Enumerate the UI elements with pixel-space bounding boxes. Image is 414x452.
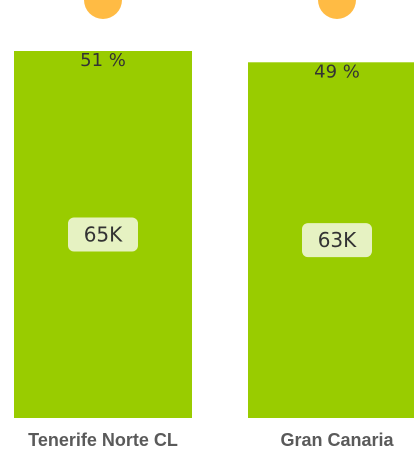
value-labels-layer: 65K 63K <box>68 217 372 258</box>
percent-label: 49 % <box>314 61 360 82</box>
value-label-box <box>68 217 138 252</box>
percent-labels-layer: 51 % 49 % <box>80 50 360 82</box>
category-label: Tenerife Norte CL <box>28 430 178 450</box>
value-label: 63K <box>318 228 357 252</box>
top-marker-icon <box>318 0 356 19</box>
value-label-box <box>302 223 372 258</box>
top-marker-icon <box>84 0 122 19</box>
category-labels-layer: Tenerife Norte CL Gran Canaria <box>28 430 394 450</box>
markers-layer <box>84 0 356 19</box>
percent-label: 51 % <box>80 50 126 71</box>
category-label: Gran Canaria <box>280 430 394 450</box>
value-label: 65K <box>84 223 123 247</box>
